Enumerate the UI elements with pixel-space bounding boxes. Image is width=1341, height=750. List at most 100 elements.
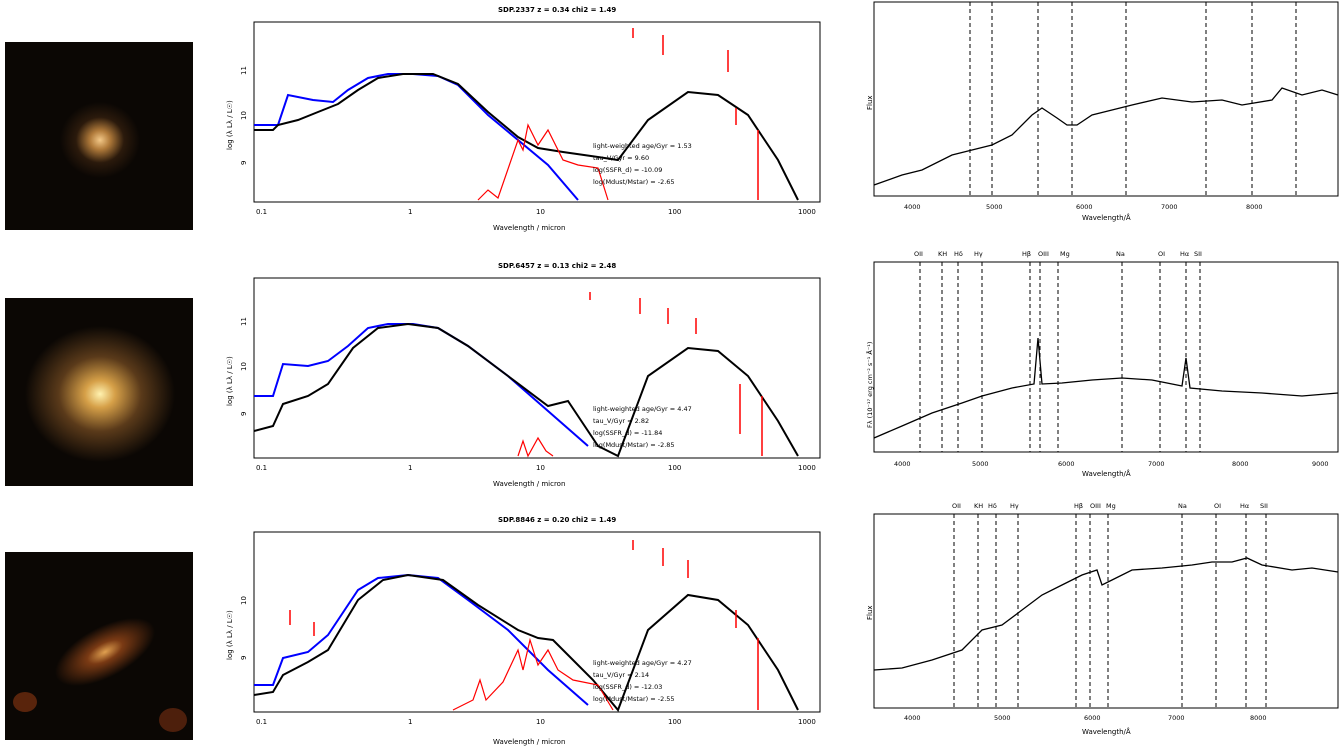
galaxy-image-3 [13, 618, 187, 732]
galaxy-thumbnail-1 [5, 42, 193, 230]
spec-plot-frame [873, 513, 1339, 709]
spec-xtick: 8000 [1250, 714, 1267, 722]
sed-xtick: 1 [408, 718, 412, 726]
sed-xtick: 1 [408, 208, 412, 216]
spec-xtick: 7000 [1161, 203, 1178, 211]
spec-plot-frame [873, 261, 1339, 453]
sed-ylabel: log (λ Lλ / L☉) [226, 100, 234, 150]
spec-xtick: 6000 [1058, 460, 1075, 468]
sed-xtick: 1000 [798, 208, 816, 216]
spec-line-label: Mg [1060, 250, 1070, 258]
sed-xtick: 10 [536, 718, 545, 726]
spec-xlabel: Wavelength/Å [1082, 469, 1131, 478]
sed-ytick: 9 [240, 161, 248, 165]
spec-line-label: Hα [1180, 250, 1189, 258]
spec-line-label: OII [914, 250, 923, 258]
sed-stat: log(Mdust/Mstar) = -2.85 [593, 441, 675, 449]
spec-ylabel: Fλ (10⁻¹⁷ erg cm⁻² s⁻¹ Å⁻¹) [865, 342, 874, 428]
spec-line-label: Hβ [1022, 250, 1031, 258]
galaxy-thumbnail-3 [5, 552, 193, 740]
sed-xtick: 1000 [798, 464, 816, 472]
sed-stat: tau_V/Gyr = 2.14 [593, 671, 649, 679]
spec-xtick: 5000 [972, 460, 989, 468]
spec-line-label: Hγ [1010, 502, 1019, 510]
sed-xtick: 10 [536, 208, 545, 216]
spec-ylabel: Flux [866, 95, 874, 110]
sed-xtick: 100 [668, 464, 681, 472]
spec-xtick: 7000 [1168, 714, 1185, 722]
sed-blue-model [254, 573, 589, 706]
spec-xtick: 8000 [1232, 460, 1249, 468]
sed-xlabel: Wavelength / micron [493, 480, 565, 488]
spec-line-label: OI [1158, 250, 1165, 258]
sed-ytick: 9 [240, 412, 248, 416]
sed-ytick: 10 [240, 362, 248, 371]
spec-line-label: Na [1178, 502, 1187, 510]
spec-line-label: OIII [1038, 250, 1049, 258]
sed-ytick: 10 [240, 111, 248, 120]
sed-ylabel: log (λ Lλ / L☉) [226, 356, 234, 406]
spectrum-panel-1: Flux Wavelength/Å 4000 5000 6000 7000 80… [862, 0, 1341, 236]
sed-xtick: 100 [668, 208, 681, 216]
sed-ytick: 10 [240, 596, 248, 605]
spec-xlabel: Wavelength/Å [1082, 727, 1131, 736]
sed-title: SDP.6457 z = 0.13 chi2 = 2.48 [498, 262, 616, 270]
spec-ylabel: Flux [866, 605, 874, 620]
sed-stat: tau_V/Gyr = 2.82 [593, 417, 649, 425]
spec-xtick: 8000 [1246, 203, 1263, 211]
spec-plot-frame [873, 1, 1339, 197]
sed-ytick: 11 [240, 66, 248, 75]
sed-black-model [254, 73, 799, 201]
sed-xtick: 1 [408, 464, 412, 472]
sed-plot-frame [253, 21, 821, 203]
sed-xtick: 0.1 [256, 208, 267, 216]
sed-blue-model [254, 323, 589, 447]
sed-red-dust [477, 123, 609, 201]
sed-xlabel: Wavelength / micron [493, 224, 565, 232]
sed-stat: light-weighted age/Gyr = 4.47 [593, 405, 692, 413]
spec-line-label: OII [952, 502, 961, 510]
spectrum-panel-2: OII KH Hδ Hγ Hβ OIII Mg Na OI Hα SII Fλ … [862, 248, 1341, 484]
spec-line-label: OI [1214, 502, 1221, 510]
spectrum-trace [873, 337, 1339, 439]
sed-xtick: 10 [536, 464, 545, 472]
spec-line-label: Na [1116, 250, 1125, 258]
sed-red-dust [517, 436, 554, 458]
sed-ylabel: log (λ Lλ / L☉) [226, 610, 234, 660]
spec-xtick: 4000 [894, 460, 911, 468]
spectrum-trace [873, 557, 1339, 671]
galaxy-image-2 [25, 326, 175, 462]
sed-stat: tau_V/Gyr = 9.60 [593, 154, 649, 162]
spec-xtick: 9000 [1312, 460, 1329, 468]
spec-xlabel: Wavelength/Å [1082, 213, 1131, 222]
sed-panel-3: SDP.8846 z = 0.20 chi2 = 1.49 log (λ Lλ … [218, 510, 830, 746]
spec-xtick: 7000 [1148, 460, 1165, 468]
spec-xtick: 5000 [994, 714, 1011, 722]
spec-line-label: Hβ [1074, 502, 1083, 510]
spec-line-label: OIII [1090, 502, 1101, 510]
sed-stat: log(Mdust/Mstar) = -2.55 [593, 695, 675, 703]
sed-plot-frame [253, 277, 821, 459]
sed-stat: light-weighted age/Gyr = 4.27 [593, 659, 692, 667]
spec-line-label: Hδ [954, 250, 963, 258]
sed-stat: log(SSFR_d) = -11.84 [593, 429, 662, 437]
sed-stat: light-weighted age/Gyr = 1.53 [593, 142, 692, 150]
spec-xtick: 6000 [1076, 203, 1093, 211]
sed-plot-frame [253, 531, 821, 713]
sed-black-model [253, 573, 799, 712]
galaxy-thumbnail-2 [5, 298, 193, 486]
spectrum-trace [873, 87, 1339, 186]
spec-line-label: SII [1260, 502, 1268, 510]
spec-xtick: 6000 [1084, 714, 1101, 722]
spec-xtick: 4000 [904, 203, 921, 211]
spec-xtick: 5000 [986, 203, 1003, 211]
spec-line-label: Hα [1240, 502, 1249, 510]
sed-xtick: 100 [668, 718, 681, 726]
sed-red-dust [452, 637, 614, 711]
sed-xtick: 1000 [798, 718, 816, 726]
sed-ytick: 9 [240, 656, 248, 660]
sed-xtick: 0.1 [256, 718, 267, 726]
spec-line-label: KH [974, 502, 983, 510]
sed-stat: log(SSFR_d) = -12.03 [593, 683, 662, 691]
sed-title: SDP.2337 z = 0.34 chi2 = 1.49 [498, 6, 616, 14]
